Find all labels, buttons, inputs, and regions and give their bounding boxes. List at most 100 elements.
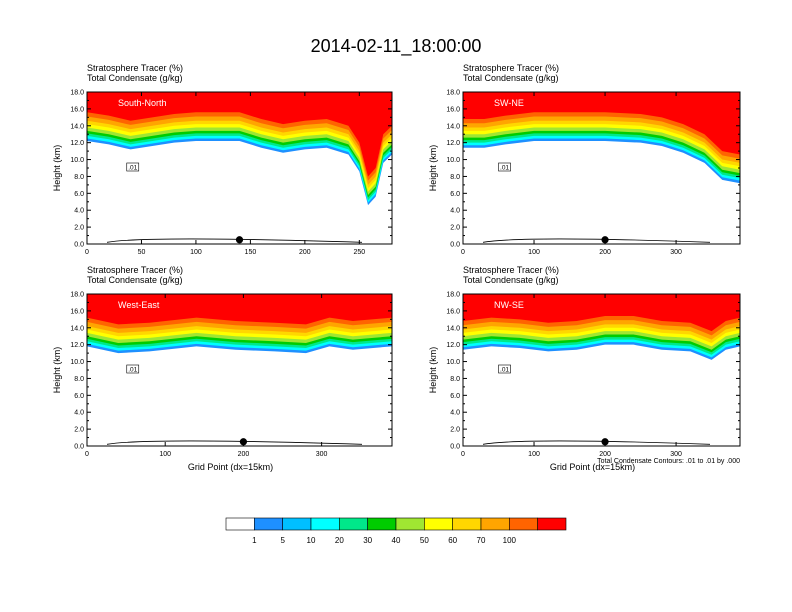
y-tick-label: 12.0 bbox=[446, 342, 460, 349]
contour-label-box bbox=[498, 162, 511, 172]
colorbar-label: 40 bbox=[392, 536, 401, 545]
colorbar-swatch bbox=[395, 517, 425, 531]
x-tick-label: 100 bbox=[528, 249, 540, 256]
colorbar-label: 1 bbox=[252, 536, 257, 545]
y-axis-title: Height (km) bbox=[428, 347, 438, 394]
y-tick-label: 12.0 bbox=[70, 140, 84, 147]
y-tick-label: 8.0 bbox=[74, 376, 84, 383]
y-tick-label: 16.0 bbox=[70, 106, 84, 113]
x-tick-label: 300 bbox=[670, 451, 682, 458]
contour-label-box bbox=[498, 364, 511, 374]
colorbar-swatch bbox=[254, 517, 283, 531]
x-tick-label: 100 bbox=[159, 451, 171, 458]
tracer-field bbox=[463, 294, 740, 445]
y-tick-label: 0.0 bbox=[450, 242, 460, 249]
region-label: West-East bbox=[118, 300, 160, 310]
x-tick-label: 100 bbox=[190, 249, 202, 256]
condensate-contour bbox=[106, 440, 363, 445]
region-label: NW-SE bbox=[494, 300, 524, 310]
x-tick-label: 200 bbox=[599, 249, 611, 256]
y-tick-label: 2.0 bbox=[450, 225, 460, 232]
x-tick-label: 200 bbox=[238, 451, 250, 458]
colorbar-swatch bbox=[339, 517, 368, 531]
x-tick-label: 300 bbox=[670, 249, 682, 256]
contour-label-box bbox=[126, 162, 140, 172]
contour-label-box bbox=[126, 364, 140, 374]
y-tick-label: 0.0 bbox=[74, 242, 84, 249]
x-axis-title: Grid Point (dx=15km) bbox=[550, 462, 635, 472]
x-tick-label: 0 bbox=[461, 249, 465, 256]
y-tick-label: 14.0 bbox=[446, 123, 460, 130]
colorbar-label: 100 bbox=[503, 536, 517, 545]
x-tick-label: 200 bbox=[299, 249, 311, 256]
colorbar-swatch bbox=[480, 517, 510, 531]
tracer-band bbox=[87, 294, 392, 325]
panel-nw-se: Stratosphere Tracer (%) Total Condensate … bbox=[428, 265, 741, 472]
y-tick-label: 12.0 bbox=[446, 140, 460, 147]
y-tick-label: 14.0 bbox=[446, 325, 460, 332]
contour-label: Total Condensate (g/kg) bbox=[87, 275, 183, 285]
y-tick-label: 10.0 bbox=[446, 359, 460, 366]
x-tick-label: 0 bbox=[461, 451, 465, 458]
condensate-contour bbox=[482, 238, 711, 243]
colorbar-label: 10 bbox=[307, 536, 316, 545]
y-tick-label: 4.0 bbox=[74, 208, 84, 215]
panel-sw-ne: Stratosphere Tracer (%)Total Condensate … bbox=[428, 63, 741, 256]
y-tick-label: 6.0 bbox=[74, 393, 84, 400]
colorbar-swatch bbox=[452, 517, 482, 531]
x-tick-label: 0 bbox=[85, 249, 89, 256]
y-tick-label: 16.0 bbox=[446, 308, 460, 315]
condensate-contour bbox=[482, 440, 711, 445]
panel-south-north: Stratosphere Tracer (%)Total Condensate … bbox=[52, 63, 393, 256]
panels: Stratosphere Tracer (%)Total Condensate … bbox=[52, 63, 741, 472]
colorbar-swatch bbox=[225, 517, 255, 531]
x-tick-label: 300 bbox=[316, 451, 328, 458]
colorbar: 1 5 10 20 30 40 50 60 70 100 bbox=[225, 517, 567, 545]
y-tick-label: 6.0 bbox=[74, 191, 84, 198]
contour-label: Total Condensate (g/kg) bbox=[463, 73, 559, 83]
location-marker bbox=[601, 438, 609, 446]
y-tick-label: 0.0 bbox=[74, 444, 84, 451]
condensate-contour bbox=[106, 238, 363, 243]
colorbar-label: 20 bbox=[335, 536, 344, 545]
location-marker bbox=[239, 438, 248, 446]
y-tick-label: 8.0 bbox=[450, 376, 460, 383]
y-tick-label: 14.0 bbox=[70, 325, 84, 332]
tracer-field bbox=[87, 294, 392, 445]
y-tick-label: 0.0 bbox=[450, 444, 460, 451]
y-tick-label: 4.0 bbox=[74, 410, 84, 417]
y-tick-label: 8.0 bbox=[450, 174, 460, 181]
colorbar-swatch bbox=[424, 517, 453, 531]
location-marker bbox=[601, 236, 609, 244]
y-tick-label: 2.0 bbox=[74, 225, 84, 232]
contour-note: Total Condensate Contours: .01 to .01 by… bbox=[597, 458, 740, 465]
x-tick-label: 200 bbox=[599, 451, 611, 458]
y-tick-label: 16.0 bbox=[70, 308, 84, 315]
colorbar-label: 60 bbox=[448, 536, 457, 545]
y-tick-label: 18.0 bbox=[446, 90, 460, 97]
field-label: Stratosphere Tracer (%) bbox=[463, 265, 559, 275]
y-tick-label: 6.0 bbox=[450, 191, 460, 198]
y-tick-label: 10.0 bbox=[70, 157, 84, 164]
colorbar-swatch bbox=[367, 517, 397, 531]
location-marker bbox=[235, 236, 244, 244]
y-tick-label: 10.0 bbox=[70, 359, 84, 366]
tracer-band bbox=[87, 92, 392, 177]
y-tick-label: 18.0 bbox=[70, 90, 84, 97]
tracer-field bbox=[87, 92, 392, 243]
region-label: South-North bbox=[118, 98, 167, 108]
contour-level-label: .01 bbox=[500, 165, 509, 172]
y-axis-title: Height (km) bbox=[52, 347, 62, 394]
y-tick-label: 2.0 bbox=[74, 427, 84, 434]
colorbar-label: 30 bbox=[363, 536, 372, 545]
y-tick-label: 2.0 bbox=[450, 427, 460, 434]
y-tick-label: 14.0 bbox=[70, 123, 84, 130]
tracer-field bbox=[463, 92, 740, 243]
x-tick-label: 250 bbox=[353, 249, 365, 256]
contour-label: Total Condensate (g/kg) bbox=[87, 73, 183, 83]
contour-level-label: .01 bbox=[500, 367, 509, 374]
y-tick-label: 12.0 bbox=[70, 342, 84, 349]
x-tick-label: 150 bbox=[245, 249, 257, 256]
field-label: Stratosphere Tracer (%) bbox=[87, 265, 183, 275]
